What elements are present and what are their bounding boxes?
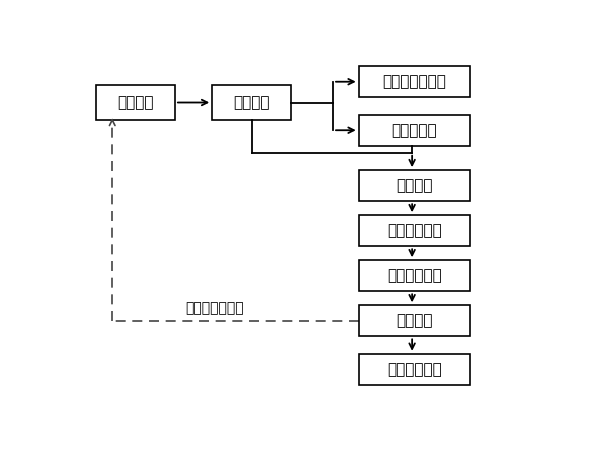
Text: 基坑底面清理: 基坑底面清理 xyxy=(387,362,442,377)
Text: 石渣挖运: 石渣挖运 xyxy=(396,313,433,328)
Text: 测量放样: 测量放样 xyxy=(117,95,154,110)
FancyBboxPatch shape xyxy=(359,260,470,291)
FancyBboxPatch shape xyxy=(359,305,470,337)
Text: 下一个台阶开挖: 下一个台阶开挖 xyxy=(185,302,244,315)
FancyBboxPatch shape xyxy=(359,170,470,201)
Text: 植被清理: 植被清理 xyxy=(233,95,270,110)
Text: 坡面预裂爆破: 坡面预裂爆破 xyxy=(387,223,442,238)
Text: 钻孔验孔: 钻孔验孔 xyxy=(396,178,433,193)
FancyBboxPatch shape xyxy=(212,85,291,120)
Text: 覆盖层开挖: 覆盖层开挖 xyxy=(392,123,437,138)
FancyBboxPatch shape xyxy=(359,66,470,97)
FancyBboxPatch shape xyxy=(96,85,175,120)
FancyBboxPatch shape xyxy=(359,354,470,385)
Text: 截、排水沟开挖: 截、排水沟开挖 xyxy=(383,74,446,89)
Text: 石方松动爆破: 石方松动爆破 xyxy=(387,268,442,283)
FancyBboxPatch shape xyxy=(359,115,470,146)
FancyBboxPatch shape xyxy=(359,215,470,246)
